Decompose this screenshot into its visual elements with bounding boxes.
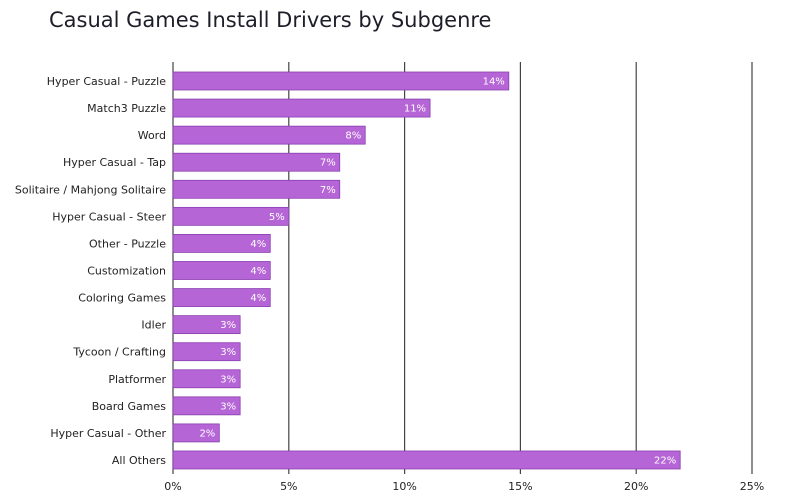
x-tick-label: 20% <box>624 480 648 493</box>
x-tick-label: 15% <box>508 480 532 493</box>
bar-data-label: 3% <box>220 401 236 412</box>
bar-data-label: 7% <box>320 185 336 196</box>
bar-data-label: 4% <box>250 293 266 304</box>
bar <box>172 152 341 172</box>
bar <box>172 315 241 335</box>
category-label: Match3 Puzzle <box>87 102 166 115</box>
category-label: Hyper Casual - Tap <box>63 156 166 169</box>
bar <box>172 369 241 389</box>
bar <box>172 450 681 470</box>
category-label: Hyper Casual - Puzzle <box>47 75 166 88</box>
bar-data-label: 2% <box>199 428 215 439</box>
bar <box>172 396 241 416</box>
x-tick-label: 10% <box>392 480 416 493</box>
bars: 14% 11% 8% 7% 7% 5% 4% 4% 4% 3% 3% 3% 3% 2% 22% <box>172 71 681 470</box>
bar-data-label: 5% <box>269 212 285 223</box>
category-label: Hyper Casual - Steer <box>52 210 166 223</box>
bar <box>172 71 510 91</box>
bar <box>172 98 431 118</box>
bar <box>172 342 241 362</box>
bar <box>172 261 271 280</box>
bar-data-label: 4% <box>250 239 266 250</box>
chart-title: Casual Games Install Drivers by Subgenre <box>49 8 492 32</box>
x-tick-label: 5% <box>280 480 297 493</box>
category-labels: Hyper Casual - Puzzle Match3 Puzzle Word Hy… <box>15 75 167 467</box>
x-axis-tick-labels: 0% 5% 10% 15% 20% 25% <box>164 480 764 493</box>
category-label: Word <box>138 129 166 142</box>
category-label: All Others <box>112 454 166 467</box>
bar-data-label: 4% <box>250 266 266 277</box>
bar-data-label: 22% <box>654 455 676 466</box>
category-label: Solitaire / Mahjong Solitaire <box>15 183 166 196</box>
bar <box>172 179 341 199</box>
bar-data-label: 14% <box>483 77 505 88</box>
category-label: Board Games <box>92 400 167 413</box>
category-label: Hyper Casual - Other <box>50 427 166 440</box>
bar <box>172 288 271 307</box>
bar-data-label: 11% <box>404 104 426 115</box>
bar <box>172 206 290 226</box>
category-label: Coloring Games <box>78 292 166 305</box>
category-label: Customization <box>87 264 166 277</box>
bar-data-label: 8% <box>345 131 361 142</box>
category-label: Platformer <box>108 373 166 386</box>
bar-data-label: 3% <box>220 347 236 358</box>
x-tick-label: 25% <box>740 480 764 493</box>
category-label: Tycoon / Crafting <box>72 346 166 359</box>
bar <box>172 423 220 443</box>
bar <box>172 125 366 145</box>
x-tick-label: 0% <box>164 480 181 493</box>
bar-data-label: 7% <box>320 158 336 169</box>
category-label: Other - Puzzle <box>89 237 166 250</box>
bar-data-label: 3% <box>220 374 236 385</box>
bar-data-label: 3% <box>220 320 236 331</box>
bar <box>172 234 271 253</box>
category-label: Idler <box>141 319 166 332</box>
